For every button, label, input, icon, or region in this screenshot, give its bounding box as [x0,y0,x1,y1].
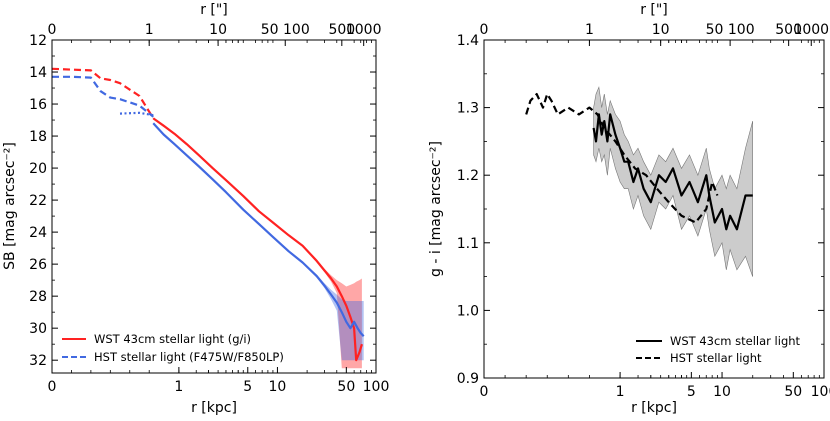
y-tick-label: 1.1 [457,236,479,252]
right-series-line-1 [525,92,719,224]
y-tick-label: 20 [29,161,47,177]
y-tick-label: 1.2 [457,168,479,184]
left-series-line-4 [119,111,154,117]
x-tick-label: 0 [48,379,57,395]
right-band-0 [593,86,754,277]
left-legend-label-wst: WST 43cm stellar light (g/i) [94,332,251,346]
right-ylabel: g - i [mag arcsec⁻²] [428,141,444,277]
x-tick-label: 50 [337,379,355,395]
left-band-2 [153,122,364,361]
right-xlabel: r [kpc] [631,400,677,416]
top-tick-label: 1000 [793,22,829,38]
y-tick-label: 16 [29,97,47,113]
left-top-xlabel: r ["] [200,2,228,18]
left-series-line-3 [52,75,154,118]
x-tick-label: 5 [687,384,696,400]
x-tick-label: 0 [480,384,489,400]
right-series-line-0 [592,113,753,231]
top-tick-label: 10 [209,22,227,38]
y-tick-label: 0.9 [457,371,479,387]
left-panel-sb-profile: 0 1 5 10 50 100 12 14 16 18 20 22 24 26 28 30 32 0 1 10 50… [2,2,389,416]
left-legend-label-hst: HST stellar light (F475W/F850LP) [94,350,284,364]
y-tick-label: 24 [29,225,47,241]
left-ylabel: SB [mag arcsec⁻²] [2,142,18,270]
x-tick-label: 1 [174,379,183,395]
x-tick-label: 5 [243,379,252,395]
x-tick-label: 100 [811,384,830,400]
top-tick-label: 1000 [346,22,382,38]
top-tick-label: 50 100 [261,22,310,38]
x-tick-label: 10 [713,384,731,400]
top-tick-label: 10 [652,22,670,38]
y-tick-label: 32 [29,353,47,369]
top-tick-label: 50 100 [706,22,755,38]
y-tick-label: 12 [29,33,47,49]
top-tick-label: 0 [480,22,489,38]
y-tick-label: 1.3 [457,101,479,117]
x-tick-label: 10 [269,379,287,395]
left-legend: WST 43cm stellar light (g/i) HST stellar… [62,332,284,364]
left-series-line-0 [152,117,363,362]
y-tick-label: 28 [29,289,47,305]
y-tick-label: 1.0 [457,303,479,319]
right-bands [593,86,754,277]
y-tick-label: 14 [29,65,47,81]
y-tick-label: 30 [29,321,47,337]
left-axes-frame [51,39,377,374]
left-lines [51,67,365,362]
y-tick-label: 26 [29,257,47,273]
right-top-xlabel: r ["] [640,2,668,18]
left-band-0 [153,117,362,369]
right-yticks: 0.9 1.0 1.1 1.2 1.3 1.4 [457,33,824,387]
left-yticks: 12 14 16 18 20 22 24 26 28 30 32 [29,33,376,369]
left-xticks: 0 1 5 10 50 100 [48,40,390,395]
right-legend-label-hst: HST stellar light [670,351,762,365]
x-tick-label: 100 [363,379,390,395]
top-tick-label: 1 [145,22,154,38]
left-series-line-2 [152,122,365,337]
right-panel-color-profile: 0 1 5 10 50 100 0.9 1.0 1.1 1.2 1.3 1.4 0 1 10 50 100… [428,2,830,416]
left-bands [153,117,364,369]
right-legend: WST 43cm stellar light HST stellar light [636,334,801,365]
top-tick-label: 500 [328,22,355,38]
left-xlabel: r [kpc] [191,400,237,416]
top-tick-label: 1 [585,22,594,38]
right-legend-label-wst: WST 43cm stellar light [670,334,801,348]
x-tick-label: 50 [784,384,802,400]
y-tick-label: 1.4 [457,33,479,49]
top-tick-label: 500 [775,22,802,38]
y-tick-label: 18 [29,129,47,145]
x-tick-label: 1 [616,384,625,400]
left-series-line-1 [51,67,155,119]
y-tick-label: 22 [29,193,47,209]
right-xticks: 0 1 5 10 50 100 [480,40,830,400]
right-lines [525,92,753,231]
top-tick-label: 0 [48,22,57,38]
